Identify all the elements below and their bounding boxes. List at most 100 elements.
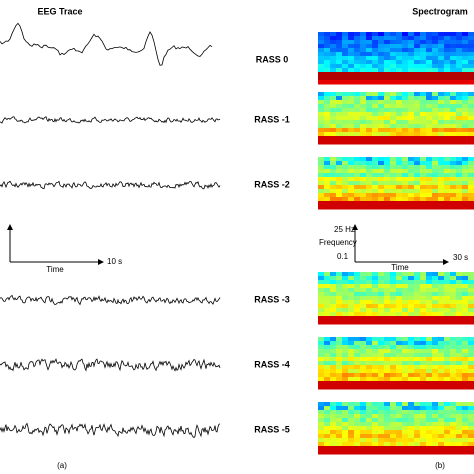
spectrogram-cell — [336, 100, 343, 105]
spectrogram-cell — [438, 410, 445, 415]
spectrogram-cell — [318, 320, 325, 325]
spectrogram-cell — [324, 76, 331, 81]
eeg-trace — [0, 294, 221, 306]
spectrogram-cell — [462, 402, 469, 407]
spectrogram-cell — [330, 68, 337, 73]
row-label: RASS 0 — [256, 54, 289, 64]
spectrogram-cell — [432, 157, 439, 162]
spectrogram-cell — [354, 157, 361, 162]
spectrogram-cell — [348, 169, 355, 174]
spectrogram-cell — [414, 68, 421, 73]
eeg-trace — [0, 116, 221, 124]
spectrogram-cell — [456, 40, 463, 45]
spectrogram-cell — [342, 434, 349, 439]
spectrogram-cell — [462, 296, 469, 301]
spectrogram-cell — [414, 112, 421, 117]
spectrogram-cell — [366, 92, 373, 97]
spectrogram-cell — [456, 60, 463, 65]
spectrogram-cell — [468, 450, 474, 455]
spectrogram — [318, 92, 474, 145]
spectrogram-cell — [468, 288, 474, 293]
spectrogram-cell — [426, 96, 433, 101]
spectrogram-cell — [348, 201, 355, 206]
spectrogram-cell — [456, 304, 463, 309]
spectrogram-cell — [462, 373, 469, 378]
spectrogram-cell — [330, 173, 337, 178]
spectrogram-cell — [456, 120, 463, 125]
spectrogram-cell — [444, 272, 451, 277]
spectrogram-cell — [426, 381, 433, 386]
spectrogram-cell — [444, 165, 451, 170]
spectrogram-cell — [396, 442, 403, 447]
spectrogram-cell — [432, 80, 439, 85]
spectrogram-cell — [444, 40, 451, 45]
eeg-trace — [0, 358, 221, 372]
spectrogram-cell — [372, 373, 379, 378]
spectrogram-cell — [324, 402, 331, 407]
spectrogram-cell — [384, 272, 391, 277]
spectrogram-cell — [450, 52, 457, 57]
spectrogram-cell — [426, 72, 433, 77]
spectrogram-cell — [354, 406, 361, 411]
spectrogram-cell — [450, 280, 457, 285]
spectrogram-cell — [336, 369, 343, 374]
spectrogram-cell — [354, 349, 361, 354]
spectrogram-cell — [372, 430, 379, 435]
spectrogram-cell — [342, 92, 349, 97]
spectrogram-cell — [330, 426, 337, 431]
spectrogram-cell — [384, 40, 391, 45]
spectrogram-cell — [384, 373, 391, 378]
spectrogram-cell — [402, 446, 409, 451]
spectrogram-cell — [420, 52, 427, 57]
spectrogram-cell — [348, 296, 355, 301]
spectrogram-cell — [462, 320, 469, 325]
spectrogram-cell — [384, 434, 391, 439]
spectrogram-cell — [420, 312, 427, 317]
spectrogram-cell — [354, 450, 361, 455]
spectrogram-cell — [336, 316, 343, 321]
spectrogram-cell — [444, 288, 451, 293]
spectrogram-cell — [468, 296, 474, 301]
spectrogram-cell — [360, 353, 367, 358]
spectrogram-cell — [396, 280, 403, 285]
spectrogram-cell — [372, 124, 379, 129]
spectrogram-cell — [378, 64, 385, 69]
spectrogram-cell — [324, 92, 331, 97]
spectrogram-cell — [468, 80, 474, 85]
spectrogram-cell — [438, 108, 445, 113]
spectrogram-cell — [354, 68, 361, 73]
spectrogram-cell — [396, 96, 403, 101]
spectrogram-cell — [372, 48, 379, 53]
spectrogram-cell — [378, 116, 385, 121]
spectrogram-cell — [432, 276, 439, 281]
spectrogram-cell — [468, 68, 474, 73]
spectrogram-cell — [354, 316, 361, 321]
spectrogram-cell — [354, 92, 361, 97]
spectrogram-cell — [372, 365, 379, 370]
spectrogram-cell — [414, 108, 421, 113]
spectrogram-axis: 25 Hz Frequency 0.1 Time 30 s — [319, 224, 468, 272]
spectrogram-cell — [438, 189, 445, 194]
spectrogram-cell — [324, 365, 331, 370]
spectrogram-cell — [360, 280, 367, 285]
spectrogram-cell — [324, 320, 331, 325]
spectrogram-cell — [354, 320, 361, 325]
spectrogram-cell — [318, 132, 325, 137]
spectrogram-cell — [378, 80, 385, 85]
spectrogram-cell — [390, 96, 397, 101]
spectrogram-cell — [372, 304, 379, 309]
spectrogram-cell — [456, 112, 463, 117]
spectrogram-cell — [372, 36, 379, 41]
spectrogram-cell — [372, 381, 379, 386]
spectrogram-cell — [348, 349, 355, 354]
spectrogram-cell — [450, 64, 457, 69]
spectrogram-cell — [348, 308, 355, 313]
spectrogram-cell — [426, 430, 433, 435]
spectrogram-cell — [366, 373, 373, 378]
spectrogram-cell — [390, 308, 397, 313]
spectrogram-cell — [438, 60, 445, 65]
spectrogram-cell — [468, 36, 474, 41]
spectrogram-cell — [336, 104, 343, 109]
spectrogram-cell — [450, 181, 457, 186]
spectrogram-cell — [336, 60, 343, 65]
